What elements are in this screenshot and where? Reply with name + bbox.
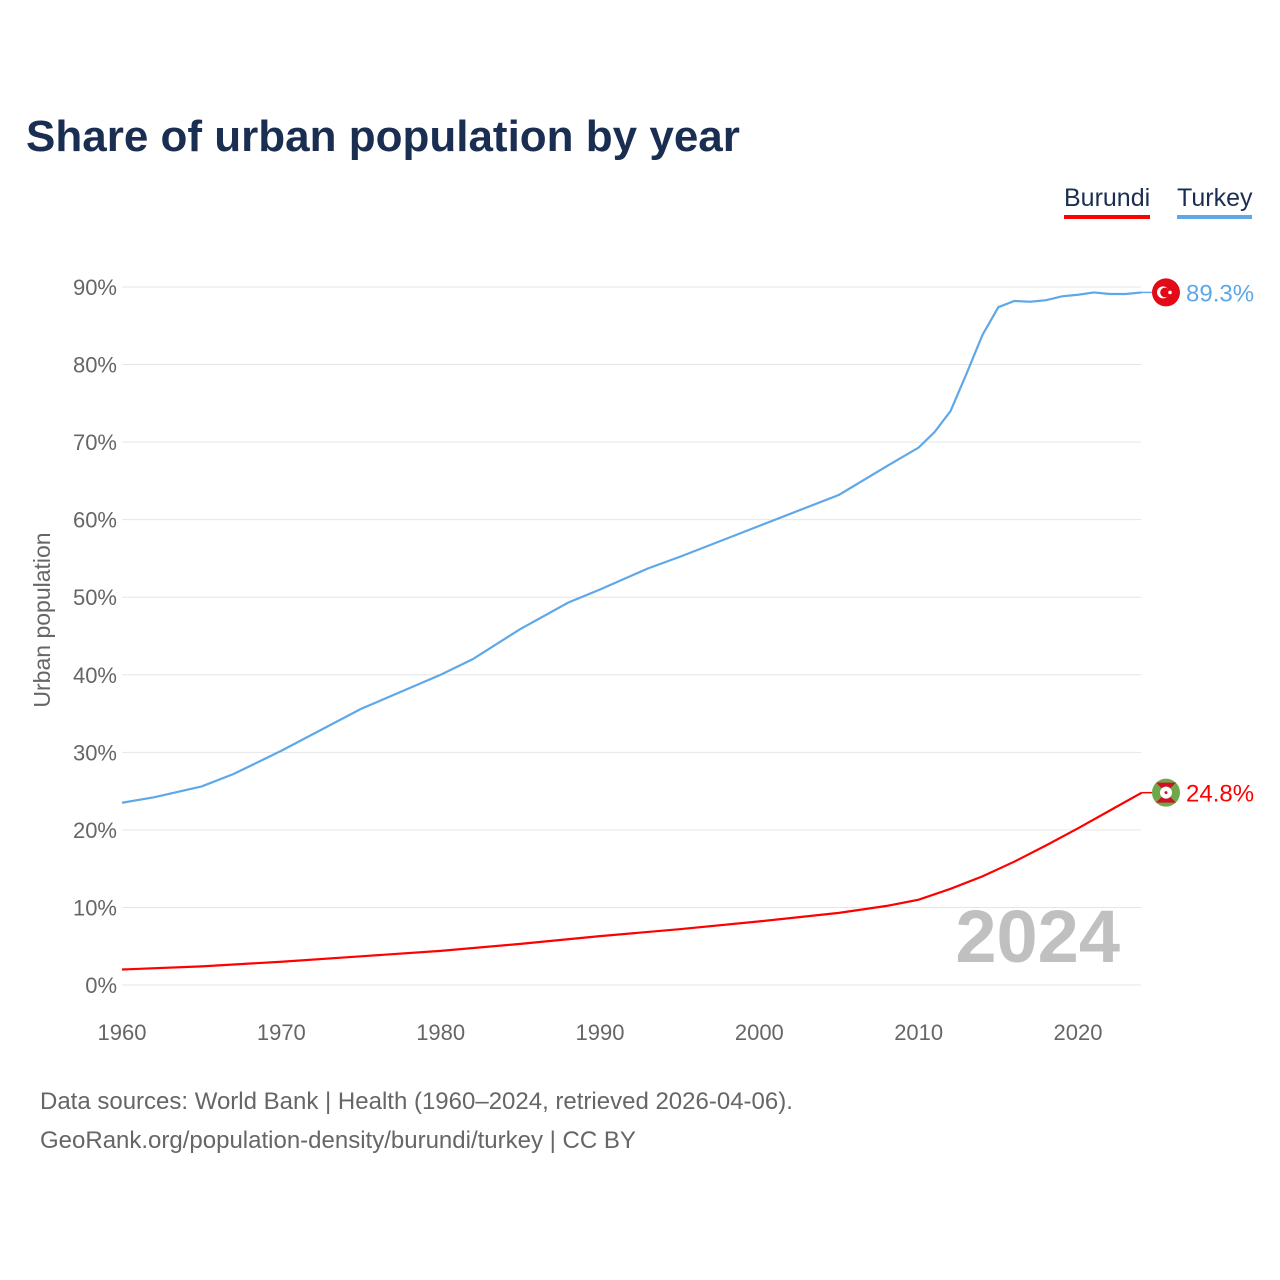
- flag-star: [1164, 791, 1168, 795]
- y-tick-label: 10%: [73, 895, 117, 920]
- source-line-1: Data sources: World Bank | Health (1960–…: [40, 1088, 793, 1115]
- y-tick-label: 40%: [73, 663, 117, 688]
- y-tick-label: 20%: [73, 818, 117, 843]
- series-line-turkey: [121, 291, 1142, 804]
- chart-title: Share of urban population by year: [26, 112, 740, 161]
- x-tick-label: 2020: [1054, 1020, 1103, 1045]
- y-tick-label: 0%: [85, 973, 117, 998]
- year-watermark: 2024: [955, 895, 1120, 978]
- x-tick-label: 1970: [257, 1020, 306, 1045]
- x-tick-label: 1990: [576, 1020, 625, 1045]
- y-tick-label: 60%: [73, 508, 117, 533]
- legend-turkey[interactable]: Turkey: [1177, 184, 1253, 219]
- y-tick-label: 30%: [73, 740, 117, 765]
- y-tick-label: 80%: [73, 353, 117, 378]
- y-tick-label: 50%: [73, 585, 117, 610]
- end-value-label-turkey: 89.3%: [1186, 280, 1254, 307]
- x-tick-label: 1960: [98, 1020, 147, 1045]
- legend-burundi[interactable]: Burundi: [1064, 184, 1151, 219]
- source-line-2[interactable]: GeoRank.org/population-density/burundi/t…: [40, 1127, 636, 1154]
- x-tick-label: 2000: [735, 1020, 784, 1045]
- y-axis-label: Urban population: [29, 532, 55, 707]
- end-value-label-burundi: 24.8%: [1186, 781, 1254, 808]
- x-tick-label: 1980: [416, 1020, 465, 1045]
- y-tick-label: 70%: [73, 430, 117, 455]
- flag-star: [1168, 290, 1172, 295]
- y-tick-label: 90%: [73, 275, 117, 300]
- flag-crescent-cut: [1160, 287, 1170, 298]
- series-line-burundi: [121, 791, 1143, 971]
- x-tick-label: 2010: [894, 1020, 943, 1045]
